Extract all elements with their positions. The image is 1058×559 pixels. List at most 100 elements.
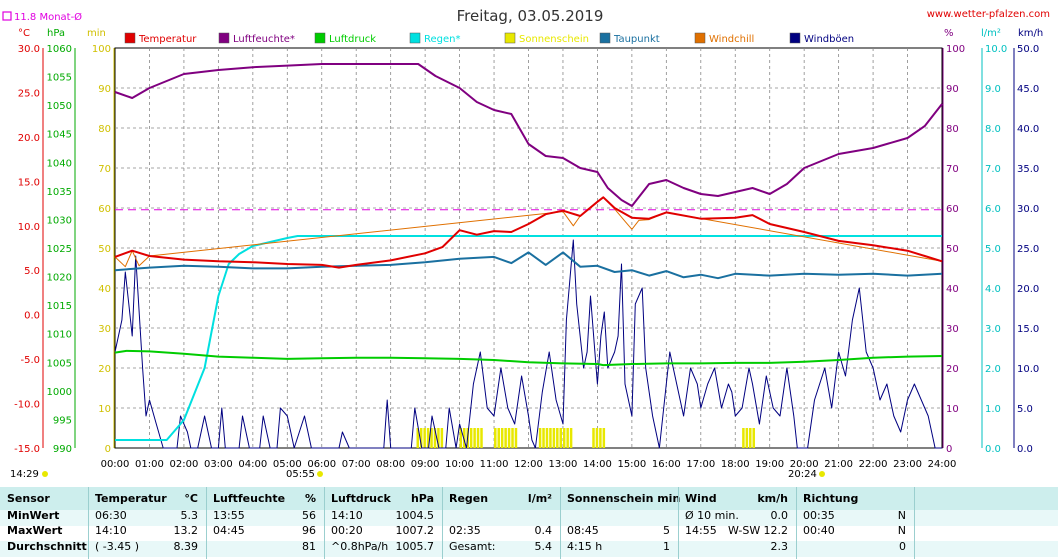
sunshine-bar	[433, 428, 437, 448]
tick-label-pressure_hpa: 1020	[47, 273, 72, 284]
stats-value: 1	[663, 540, 670, 553]
monthly-avg-label: 11.8 Monat-Ø	[14, 11, 82, 23]
stats-value: 0.4	[534, 524, 553, 537]
stats-header: Regen	[449, 492, 489, 505]
stats-header-unit: °C	[184, 492, 198, 505]
tick-label-pressure_hpa: 1060	[47, 44, 72, 55]
stats-header-unit: %	[304, 492, 316, 505]
stats-row-label: MaxWert	[7, 524, 63, 537]
chart-grid	[114, 47, 943, 449]
tick-label-sunshine_min: 100	[92, 44, 111, 55]
sunshine-bar	[440, 428, 444, 448]
legend-label: Luftdruck	[329, 34, 376, 45]
site-url: www.wetter-pfalzen.com	[927, 9, 1050, 20]
sunshine-bar	[745, 428, 749, 448]
legend-label: Windböen	[804, 34, 854, 45]
sunshine-bar	[514, 428, 518, 448]
sunrise-time: 05:55	[286, 469, 315, 480]
tick-label-wind_kmh: 30.0	[1017, 204, 1039, 215]
x-tick-label: 18:00	[721, 459, 750, 470]
tick-label-sunshine_min: 10	[98, 404, 111, 415]
sunshine-bar	[549, 428, 552, 448]
chart-axes: 30.0 25.0 20.0 15.0 10.0 5.0 0.0 -5.0 -10.0 -15.0…	[14, 44, 1039, 470]
stats-wind-direction: W-SW	[728, 524, 761, 537]
stats-time: Gesamt:	[449, 540, 496, 553]
tick-label-sunshine_min: 60	[98, 204, 111, 215]
stats-row-label: MinWert	[7, 509, 60, 522]
stats-time: 4:15 h	[567, 540, 603, 553]
x-tick-label: 05:00	[273, 459, 302, 470]
tick-label-wind_kmh: 10.0	[1017, 364, 1039, 375]
sunshine-bar	[426, 428, 430, 448]
weather-chart: 30.0 25.0 20.0 15.0 10.0 5.0 0.0 -5.0 -10.0 -15.0…	[2, 7, 1050, 480]
chart-text: Freitag, 03.05.2019 www.wetter-pfalzen.c…	[2, 7, 1050, 480]
unit-right3: km/h	[1018, 28, 1043, 39]
tick-label-wind_kmh: 35.0	[1017, 164, 1039, 175]
tick-label-temperature_c: -10.0	[14, 400, 40, 411]
sunshine-bar	[437, 428, 440, 448]
legend-label: Windchill	[709, 34, 754, 45]
series-line-luftdruck	[114, 349, 943, 367]
tick-label-humidity_pct: 40	[946, 284, 959, 295]
sunshine-bar	[430, 428, 433, 448]
legend-label: Luftfeuchte*	[233, 34, 295, 45]
stats-value: 13.2	[173, 524, 199, 537]
sunshine-bar	[566, 428, 569, 448]
stats-column-divider	[206, 487, 207, 559]
stats-value: 2.3	[770, 540, 789, 553]
timestamp: 14:29	[10, 469, 39, 480]
stats-header: Richtung	[803, 492, 859, 505]
stats-time: Ø 10 min.	[685, 509, 739, 522]
tick-label-wind_kmh: 40.0	[1017, 124, 1039, 135]
unit-left3: min	[87, 28, 106, 39]
legend-swatch	[504, 32, 516, 44]
tick-label-temperature_c: 0.0	[24, 311, 40, 322]
legend-swatch	[218, 32, 230, 44]
tick-label-pressure_hpa: 1025	[47, 244, 72, 255]
legend-swatch	[694, 32, 706, 44]
stats-time: 04:45	[213, 524, 245, 537]
tick-label-pressure_hpa: 1055	[47, 73, 72, 84]
tick-label-temperature_c: 30.0	[18, 44, 40, 55]
monthly-avg-icon	[2, 11, 12, 21]
x-tick-label: 14:00	[583, 459, 612, 470]
x-tick-label: 06:00	[307, 459, 336, 470]
sunshine-bar	[504, 428, 507, 448]
chart-legend: Temperatur Luftfeuchte* Luftdruck Regen* Son…	[124, 32, 854, 45]
stats-band-avg	[0, 541, 1058, 557]
stats-header: Wind	[685, 492, 717, 505]
tick-label-rain_mm: 5.0	[985, 244, 1001, 255]
sunshine-bar	[602, 428, 606, 448]
sunshine-bar	[511, 428, 514, 448]
sunshine-bar	[416, 428, 420, 448]
sunshine-bar	[480, 428, 483, 448]
x-tick-label: 11:00	[480, 459, 509, 470]
tick-label-humidity_pct: 0	[946, 444, 952, 455]
sunshine-bar	[556, 428, 559, 448]
stats-value: N	[897, 509, 906, 522]
tick-label-temperature_c: -15.0	[14, 444, 40, 455]
stats-value: 0.0	[770, 509, 789, 522]
tick-label-rain_mm: 6.0	[985, 204, 1001, 215]
unit-right2: l/m²	[981, 28, 1001, 39]
tick-label-rain_mm: 10.0	[985, 44, 1007, 55]
stats-header-unit: hPa	[410, 492, 434, 505]
sunshine-bar	[459, 428, 463, 448]
tick-label-pressure_hpa: 1030	[47, 215, 72, 226]
tick-label-humidity_pct: 30	[946, 324, 959, 335]
legend-label: Taupunkt	[613, 34, 660, 45]
x-tick-label: 21:00	[824, 459, 853, 470]
tick-label-humidity_pct: 20	[946, 364, 959, 375]
series-line-temperatur	[114, 196, 943, 269]
sunshine-bar	[469, 428, 473, 448]
sunshine-bar	[542, 428, 545, 448]
legend-swatch	[124, 32, 136, 44]
tick-label-pressure_hpa: 1000	[47, 387, 72, 398]
x-tick-label: 12:00	[514, 459, 543, 470]
stats-time: 00:20	[331, 524, 363, 537]
unit-right1: %	[944, 28, 954, 39]
tick-label-humidity_pct: 70	[946, 164, 959, 175]
sunshine-bar	[752, 428, 755, 448]
sunshine-bar	[562, 428, 566, 448]
tick-label-rain_mm: 2.0	[985, 364, 1001, 375]
